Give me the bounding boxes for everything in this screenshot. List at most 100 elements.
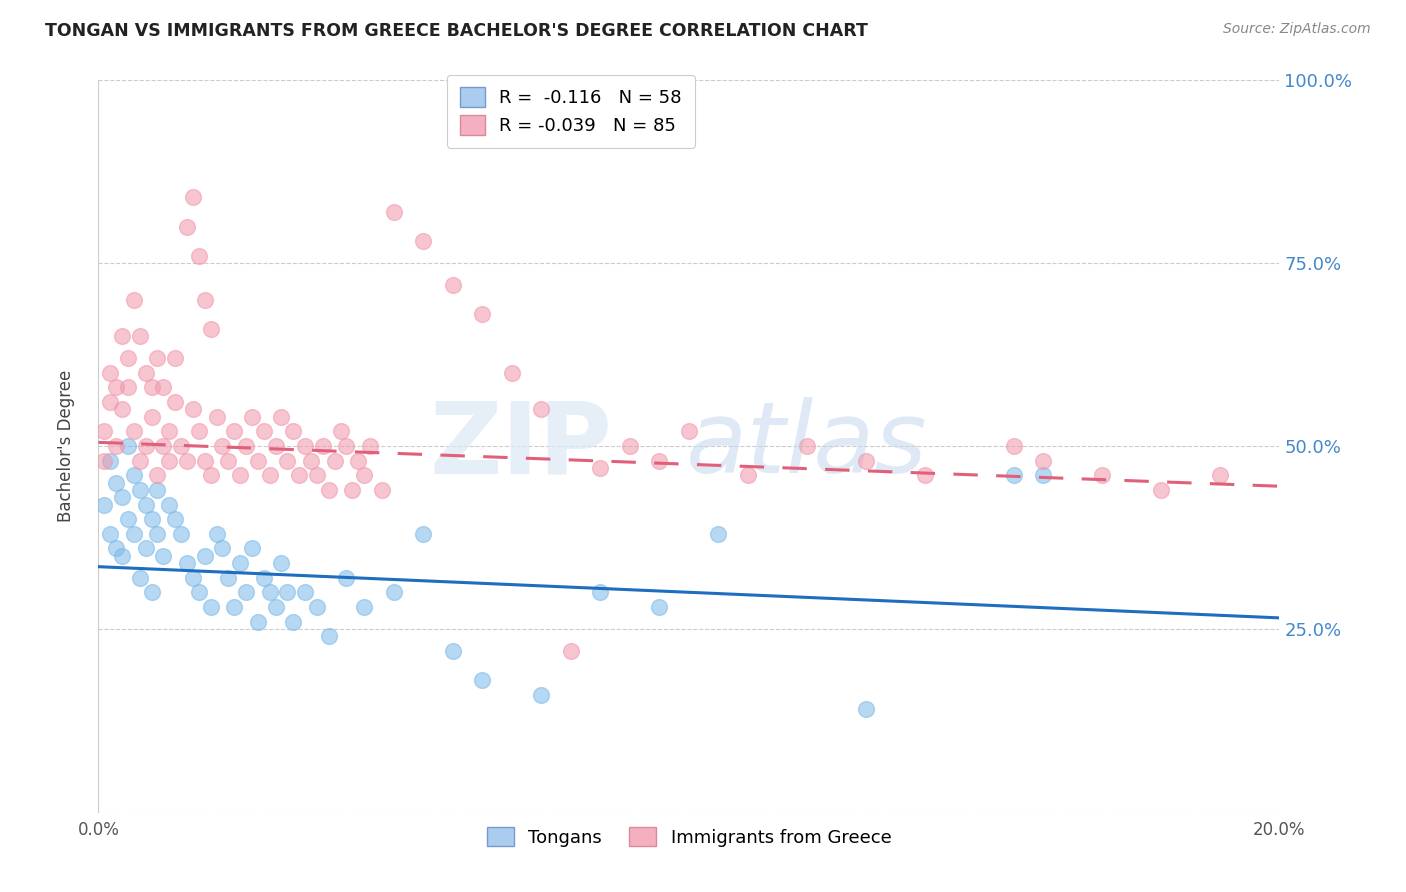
Point xyxy=(353,468,375,483)
Point xyxy=(441,644,464,658)
Text: TONGAN VS IMMIGRANTS FROM GREECE BACHELOR'S DEGREE CORRELATION CHART: TONGAN VS IMMIGRANTS FROM GREECE BACHELO… xyxy=(45,22,868,40)
Point xyxy=(560,644,582,658)
Point xyxy=(111,490,134,504)
Point xyxy=(382,585,405,599)
Point xyxy=(165,351,187,366)
Point xyxy=(200,468,222,483)
Point xyxy=(122,425,145,439)
Point xyxy=(117,512,139,526)
Point xyxy=(111,329,134,343)
Point xyxy=(270,556,292,570)
Point xyxy=(98,526,121,541)
Point xyxy=(283,425,305,439)
Point xyxy=(141,512,163,526)
Point xyxy=(211,439,233,453)
Point xyxy=(305,599,328,614)
Point xyxy=(240,409,263,424)
Point xyxy=(471,307,494,321)
Point xyxy=(165,512,187,526)
Y-axis label: Bachelor's Degree: Bachelor's Degree xyxy=(56,370,75,522)
Point xyxy=(276,453,298,467)
Point xyxy=(530,402,553,417)
Point xyxy=(501,366,523,380)
Point xyxy=(335,571,357,585)
Point xyxy=(200,322,222,336)
Point xyxy=(224,425,246,439)
Point xyxy=(211,541,233,556)
Point xyxy=(157,498,180,512)
Point xyxy=(294,439,316,453)
Point xyxy=(194,549,217,563)
Point xyxy=(471,673,494,687)
Point xyxy=(335,439,357,453)
Point xyxy=(323,453,346,467)
Point xyxy=(157,453,180,467)
Point xyxy=(359,439,381,453)
Point xyxy=(117,351,139,366)
Point xyxy=(146,468,169,483)
Point xyxy=(294,585,316,599)
Point xyxy=(217,571,239,585)
Point xyxy=(111,402,134,417)
Point xyxy=(165,395,187,409)
Point xyxy=(152,439,174,453)
Point xyxy=(200,599,222,614)
Point xyxy=(707,526,730,541)
Point xyxy=(93,425,115,439)
Point xyxy=(105,541,128,556)
Point xyxy=(589,585,612,599)
Text: atlas: atlas xyxy=(686,398,928,494)
Point xyxy=(259,585,281,599)
Point xyxy=(312,439,335,453)
Point xyxy=(111,549,134,563)
Point xyxy=(240,541,263,556)
Point xyxy=(855,453,877,467)
Point xyxy=(205,526,228,541)
Point xyxy=(796,439,818,453)
Point xyxy=(353,599,375,614)
Point xyxy=(342,483,364,497)
Text: Source: ZipAtlas.com: Source: ZipAtlas.com xyxy=(1223,22,1371,37)
Point xyxy=(135,366,157,380)
Point xyxy=(678,425,700,439)
Legend: Tongans, Immigrants from Greece: Tongans, Immigrants from Greece xyxy=(479,820,898,854)
Point xyxy=(122,468,145,483)
Point xyxy=(105,439,128,453)
Point xyxy=(152,380,174,394)
Point xyxy=(187,585,209,599)
Point xyxy=(441,278,464,293)
Point xyxy=(229,556,252,570)
Point xyxy=(122,293,145,307)
Point xyxy=(305,468,328,483)
Point xyxy=(246,615,269,629)
Point xyxy=(253,571,276,585)
Point xyxy=(141,585,163,599)
Point xyxy=(412,526,434,541)
Point xyxy=(128,571,150,585)
Point xyxy=(329,425,352,439)
Point xyxy=(135,541,157,556)
Point xyxy=(141,380,163,394)
Point xyxy=(128,329,150,343)
Point xyxy=(1091,468,1114,483)
Point xyxy=(264,599,287,614)
Point xyxy=(737,468,759,483)
Point xyxy=(152,549,174,563)
Point xyxy=(181,402,204,417)
Point xyxy=(589,461,612,475)
Point xyxy=(648,599,671,614)
Point xyxy=(181,190,204,204)
Point xyxy=(1032,468,1054,483)
Point xyxy=(264,439,287,453)
Point xyxy=(1150,483,1173,497)
Point xyxy=(530,688,553,702)
Point xyxy=(855,702,877,716)
Point xyxy=(1002,439,1025,453)
Point xyxy=(283,615,305,629)
Point xyxy=(318,483,340,497)
Point xyxy=(176,556,198,570)
Point xyxy=(128,483,150,497)
Point xyxy=(146,351,169,366)
Point xyxy=(93,498,115,512)
Point xyxy=(288,468,311,483)
